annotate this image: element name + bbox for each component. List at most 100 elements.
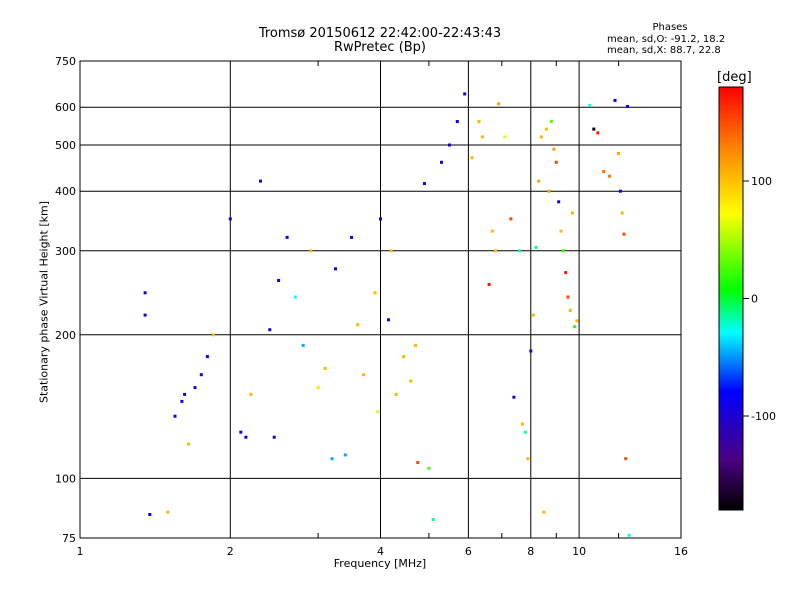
data-point (512, 395, 516, 399)
data-point (148, 513, 152, 516)
data-point (205, 355, 209, 359)
data-point (617, 152, 621, 155)
data-point (193, 386, 197, 390)
data-point (521, 422, 524, 426)
data-point (470, 156, 474, 160)
data-point (259, 179, 262, 183)
data-point (323, 367, 327, 370)
data-point (301, 343, 305, 347)
x-tick-label: 8 (527, 545, 534, 558)
data-point (416, 461, 420, 464)
data-point (180, 399, 184, 403)
data-point (622, 232, 626, 236)
data-point (575, 319, 579, 323)
data-point (356, 323, 360, 327)
data-point (542, 510, 546, 514)
data-point (588, 104, 592, 107)
data-point (480, 135, 484, 139)
data-point (534, 245, 538, 249)
x-tick-label: 2 (227, 545, 234, 558)
data-point (477, 120, 481, 123)
data-point (529, 349, 533, 353)
y-tick-label: 75 (62, 532, 76, 545)
data-point (334, 267, 337, 271)
data-point (379, 217, 382, 221)
data-point (166, 510, 170, 514)
y-tick-label: 500 (55, 139, 76, 152)
x-tick-label: 10 (572, 545, 586, 558)
data-point (531, 313, 535, 317)
data-point (539, 135, 543, 139)
data-point (537, 179, 541, 183)
data-point (427, 466, 431, 470)
data-point (561, 249, 565, 253)
data-point (559, 229, 563, 233)
data-point (350, 235, 354, 239)
colorbar-unit-label: [deg] (717, 70, 752, 85)
y-tick-label: 400 (55, 185, 76, 198)
data-point (526, 457, 530, 461)
data-point (592, 127, 596, 131)
data-point (490, 229, 494, 233)
data-point (285, 235, 289, 239)
data-point (394, 392, 398, 396)
data-point (494, 249, 497, 253)
colorbar-tick-label: -100 (751, 410, 776, 423)
data-point (440, 160, 443, 164)
data-point (624, 457, 628, 461)
data-point (244, 435, 248, 439)
data-point (455, 120, 459, 123)
data-point (571, 211, 574, 215)
data-point (272, 435, 276, 439)
data-point (613, 98, 617, 102)
data-point (211, 333, 215, 337)
data-point (554, 160, 558, 164)
y-tick-label: 600 (55, 101, 76, 114)
data-points (143, 92, 631, 537)
x-tick-label: 6 (465, 545, 472, 558)
data-point (330, 457, 334, 461)
plot-grid (80, 61, 681, 538)
data-point (596, 131, 600, 135)
data-point (362, 373, 366, 377)
data-point (183, 392, 187, 396)
colorbar-tick-label: 100 (751, 175, 772, 188)
data-point (373, 291, 377, 295)
y-tick-label: 200 (55, 329, 76, 342)
data-point (268, 328, 272, 332)
data-point (518, 249, 522, 253)
data-point (564, 271, 568, 275)
colorbar (718, 86, 744, 511)
chart-title: Tromsø 20150612 22:42:00-22:43:43 (258, 26, 502, 41)
data-point (249, 392, 253, 396)
data-point (387, 318, 390, 322)
chart-subtitle: RwPretec (Bp) (333, 40, 427, 55)
data-point (414, 343, 417, 347)
data-point (547, 189, 551, 193)
data-point (143, 313, 147, 317)
phases-title: Phases (652, 22, 688, 33)
y-tick-label: 100 (55, 472, 76, 485)
data-point (509, 217, 513, 221)
data-point (187, 442, 191, 446)
data-point (376, 410, 380, 414)
data-point (627, 533, 631, 537)
data-point (463, 92, 467, 96)
data-point (626, 105, 629, 108)
data-point (309, 249, 313, 253)
x-tick-label: 4 (377, 545, 384, 558)
colorbar-ticks: -100 0 100 (743, 175, 776, 423)
y-tick-label: 300 (55, 245, 76, 258)
data-point (423, 182, 426, 186)
data-point (431, 518, 435, 521)
x-tick-label: 1 (77, 545, 84, 558)
data-point (143, 291, 147, 295)
data-point (523, 430, 527, 434)
x-tick-label: 16 (674, 545, 688, 558)
phases-x-stats: mean, sd,X: 88.7, 22.8 (607, 45, 721, 56)
data-point (557, 200, 561, 204)
data-point (402, 355, 406, 359)
data-point (497, 102, 501, 106)
data-point (173, 414, 177, 418)
data-point (503, 135, 507, 139)
